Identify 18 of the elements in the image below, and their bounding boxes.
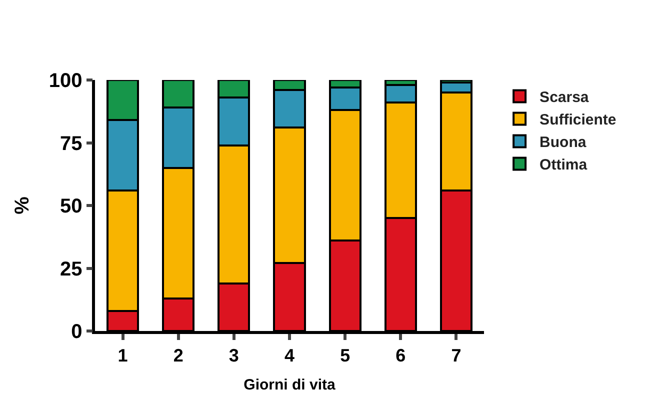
- x-tick-label: 1: [118, 345, 128, 366]
- legend-label: Scarsa: [540, 89, 590, 106]
- x-tick-label: 4: [284, 345, 295, 366]
- x-axis-title: Giorni di vita: [244, 376, 336, 394]
- x-tick-label: 6: [396, 345, 406, 366]
- y-tick-label: 50: [60, 196, 82, 218]
- x-tick-label: 7: [451, 345, 462, 366]
- y-tick-label: 100: [48, 70, 82, 92]
- y-axis-title: %: [11, 196, 34, 214]
- y-tick-label: 0: [71, 321, 82, 343]
- legend-label: Sufficiente: [540, 112, 616, 129]
- x-tick-label: 2: [173, 345, 184, 366]
- x-tick-label: 5: [340, 345, 350, 366]
- y-tick-label: 75: [60, 132, 82, 155]
- y-tick-label: 25: [60, 258, 82, 280]
- legend-label: Buona: [540, 134, 587, 152]
- legend-label: Ottima: [540, 156, 588, 174]
- x-tick-label: 3: [228, 345, 239, 366]
